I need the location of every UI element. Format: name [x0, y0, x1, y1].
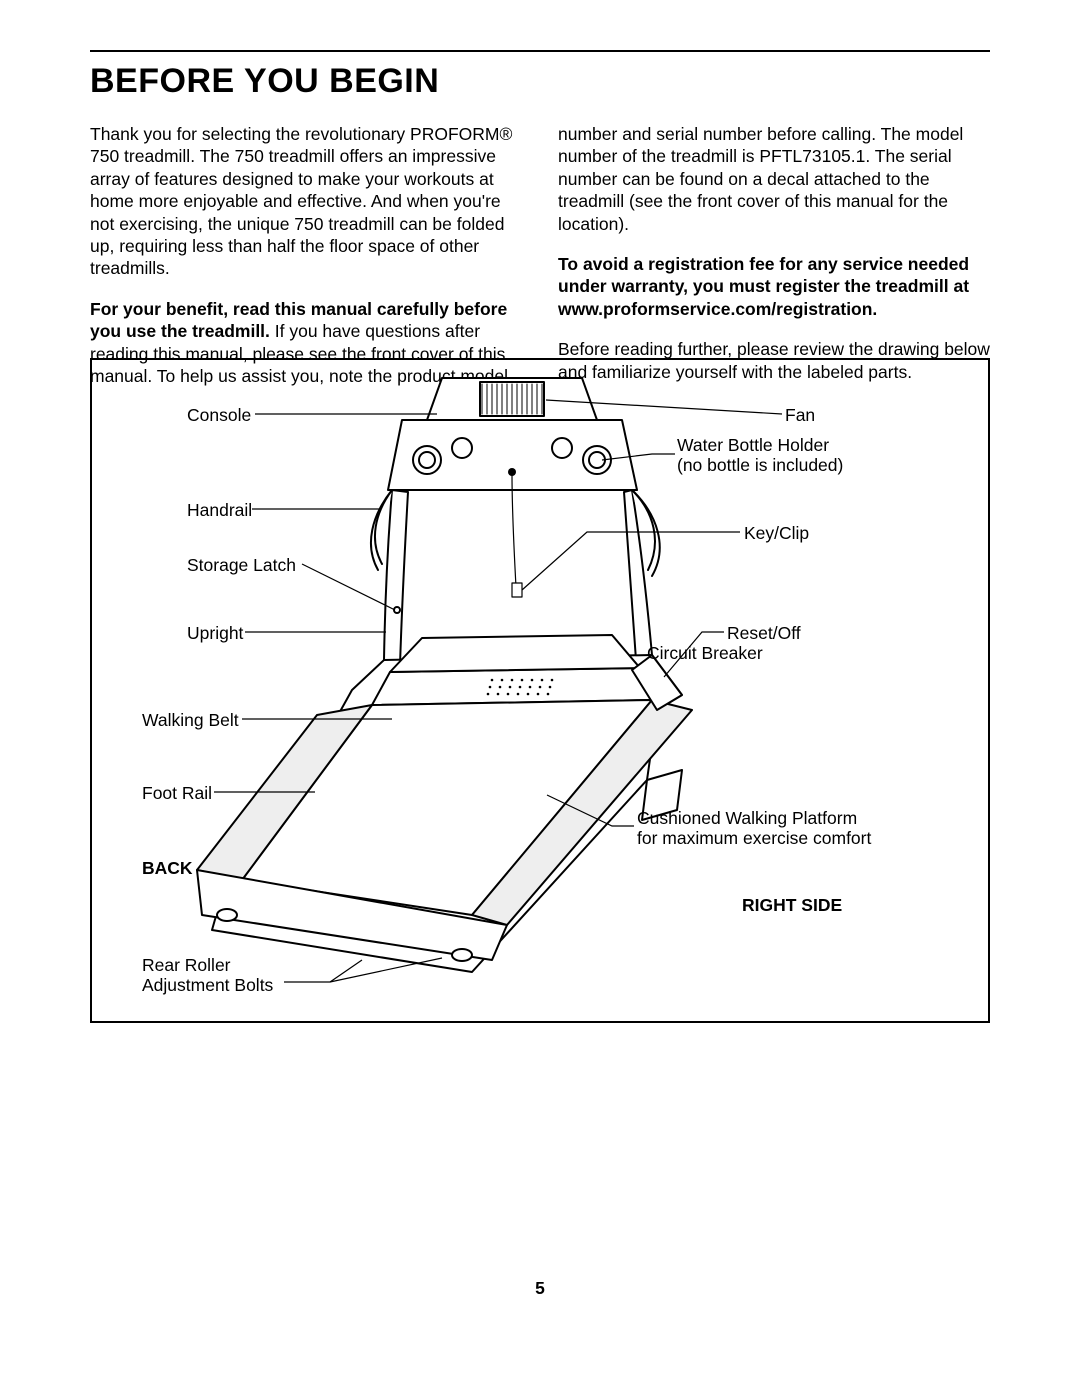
label-walking-belt: Walking Belt: [142, 710, 239, 731]
label-foot-rail: Foot Rail: [142, 783, 212, 804]
column-left: Thank you for selecting the revolutionar…: [90, 123, 522, 387]
label-console: Console: [187, 405, 251, 426]
label-water-2: (no bottle is included): [677, 455, 843, 476]
para-registration: To avoid a registration fee for any serv…: [558, 253, 990, 320]
label-water-1: Water Bottle Holder: [677, 435, 829, 456]
label-rear-roller-2: Adjustment Bolts: [142, 975, 273, 996]
page-number: 5: [0, 1278, 1080, 1299]
label-cushion-2: for maximum exercise comfort: [637, 828, 871, 849]
label-reset-2: Circuit Breaker: [647, 643, 763, 664]
label-fan: Fan: [785, 405, 815, 426]
label-reset-1: Reset/Off: [727, 623, 801, 644]
top-rule: [90, 50, 990, 52]
diagram-box: Console Handrail Storage Latch Upright W…: [90, 358, 990, 1023]
page-title: BEFORE YOU BEGIN: [90, 62, 990, 101]
label-storage-latch: Storage Latch: [187, 555, 296, 576]
label-upright: Upright: [187, 623, 243, 644]
para-serial: number and serial number before calling.…: [558, 123, 990, 235]
label-keyclip: Key/Clip: [744, 523, 809, 544]
column-right: number and serial number before calling.…: [558, 123, 990, 387]
label-rear-roller-1: Rear Roller: [142, 955, 231, 976]
label-handrail: Handrail: [187, 500, 252, 521]
para-intro: Thank you for selecting the revolutionar…: [90, 123, 522, 280]
label-cushion-1: Cushioned Walking Platform: [637, 808, 857, 829]
body-columns: Thank you for selecting the revolutionar…: [90, 123, 990, 387]
treadmill-illustration: [92, 360, 992, 1025]
label-back: BACK: [142, 858, 193, 879]
label-right-side: RIGHT SIDE: [742, 895, 842, 916]
